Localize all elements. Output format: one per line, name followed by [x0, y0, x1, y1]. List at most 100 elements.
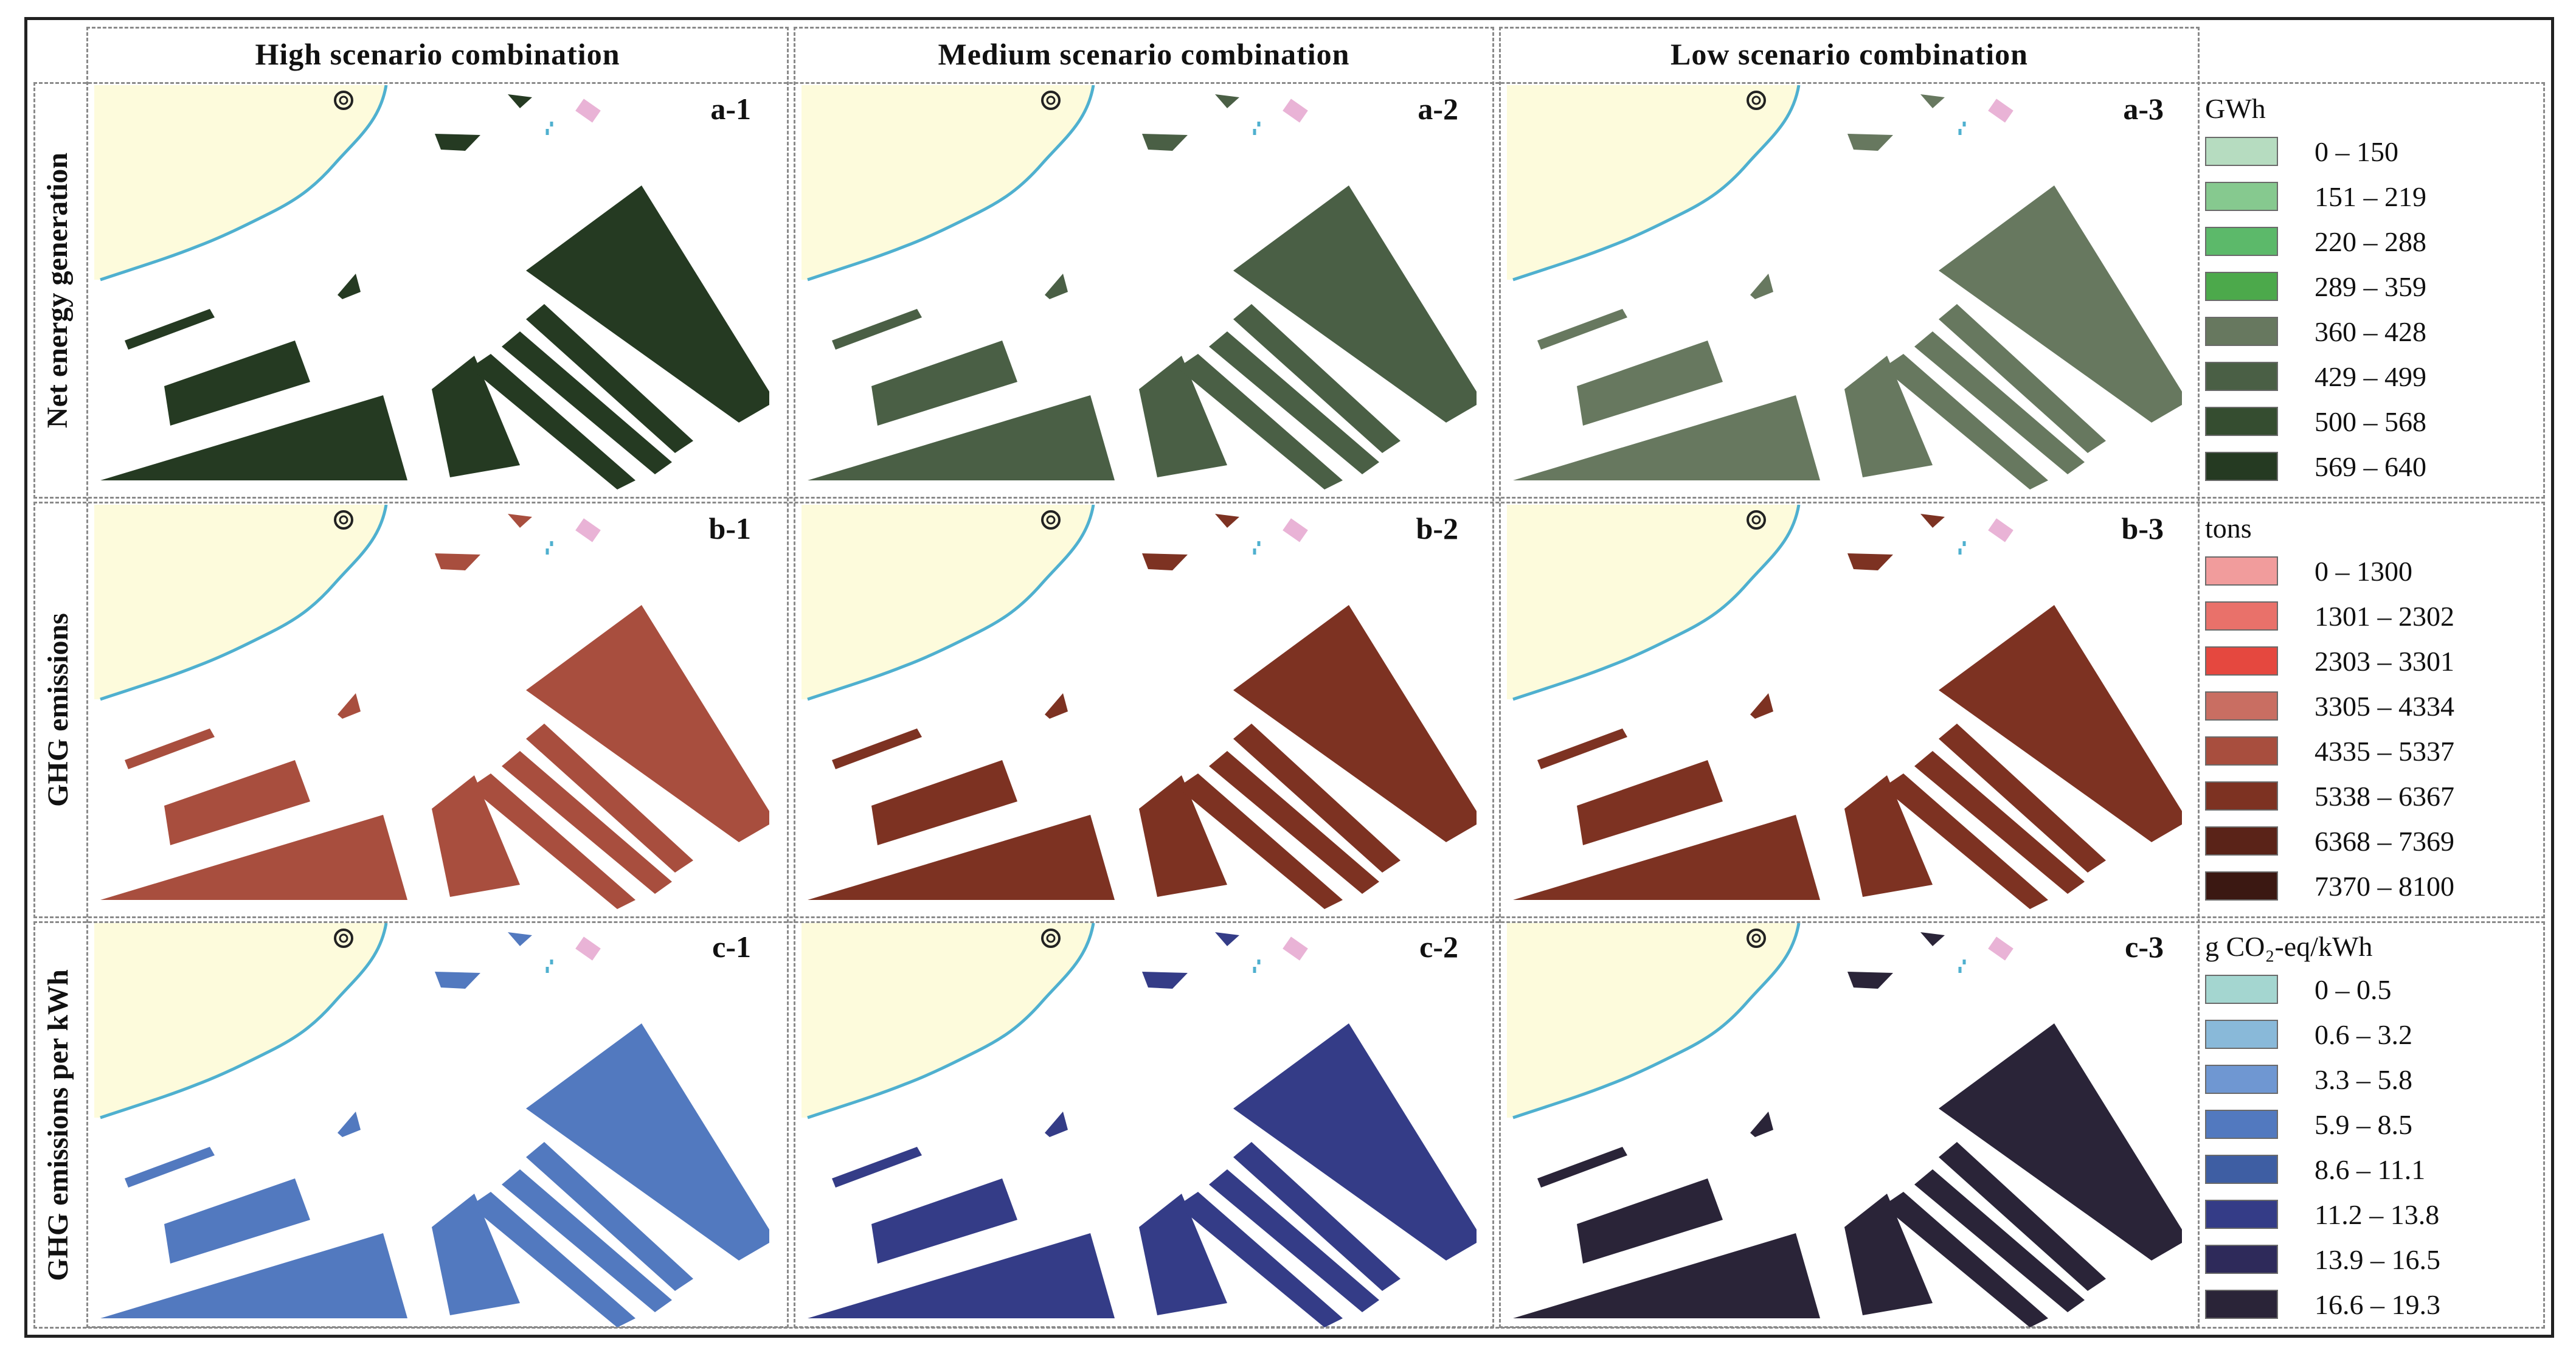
wind-farm-rect-west: [871, 760, 1017, 845]
substation-icon: [575, 99, 601, 123]
port-icon: [1747, 929, 1766, 948]
legend-item: 5338 – 6367: [2201, 773, 2542, 818]
legend-swatch: [2205, 272, 2278, 301]
wind-farm-large-southwest: [808, 1233, 1115, 1318]
legend-swatch: [2205, 1020, 2278, 1049]
buoy-marks: [1253, 960, 1261, 973]
legend-swatch: [2205, 601, 2278, 631]
wind-farm-island-north: [1847, 972, 1893, 989]
coastline: [807, 505, 1095, 701]
port-icon: [334, 929, 353, 948]
buoy-marks: [1958, 122, 1966, 135]
legend-swatch: [2205, 691, 2278, 721]
wind-farm-large-northeast: [526, 1023, 769, 1261]
legend-label: 360 – 428: [2315, 316, 2426, 347]
wind-farm-rect-west: [164, 1178, 310, 1264]
row-box-ghg-per-kwh: [33, 921, 2545, 1329]
map-panel: c-1: [94, 923, 769, 1337]
substation-icon: [575, 518, 601, 542]
wind-farm-small-north: [1215, 932, 1239, 946]
land-area: [1507, 505, 1799, 699]
wind-farm-strip-a: [1177, 1192, 1343, 1327]
map-panel: c-3: [1507, 923, 2182, 1337]
coastline: [100, 505, 388, 701]
wind-farm-thin-west: [125, 309, 215, 350]
land-area: [802, 85, 1093, 280]
coastline: [807, 85, 1095, 282]
port-icon-inner: [1046, 515, 1056, 525]
legend-item: 13.9 – 16.5: [2201, 1237, 2542, 1282]
wind-farm-large-southwest: [100, 1233, 407, 1318]
wind-farm-strip-c: [526, 724, 693, 873]
buoy-marks: [1253, 122, 1261, 135]
legend-item: 4335 – 5337: [2201, 728, 2542, 773]
wind-farm-island-north: [435, 972, 480, 989]
substation-icon: [1283, 99, 1308, 123]
wind-farm-rect-west: [164, 760, 310, 845]
substation-icon: [575, 936, 601, 961]
legend-item: 0 – 150: [2201, 129, 2542, 174]
legend-label: 220 – 288: [2315, 226, 2426, 257]
wind-farm-strip-c: [1233, 1142, 1401, 1291]
legend-swatch: [2205, 1110, 2278, 1139]
wind-farm-small-north: [1215, 514, 1239, 528]
legend-item: 3305 – 4334: [2201, 683, 2542, 728]
map-panel: b-3: [1507, 505, 2182, 918]
legend-label: 13.9 – 16.5: [2315, 1244, 2440, 1275]
map-panel: a-1: [94, 85, 769, 499]
legend-item: 8.6 – 11.1: [2201, 1147, 2542, 1192]
row-label-text: GHG emissions: [41, 613, 74, 807]
column-header-low: Low scenario combination: [1671, 37, 2028, 71]
wind-farm-strip-a: [1883, 773, 2048, 909]
row-box-ghg: [33, 502, 2545, 918]
panel-id: b-1: [708, 511, 751, 545]
wind-farm-strip-a: [1177, 773, 1343, 909]
legend-items: 0 – 1300 1301 – 2302 2303 – 3301 3305 – 433…: [2201, 548, 2542, 908]
land-area: [802, 505, 1093, 699]
legend-item: 2303 – 3301: [2201, 638, 2542, 683]
wind-farm-thin-west: [1537, 1147, 1627, 1188]
wind-farm-south-central: [1844, 356, 1933, 477]
wind-farm-bars-small: [1750, 1112, 1773, 1137]
port-icon: [334, 510, 353, 530]
wind-farm-large-northeast: [526, 605, 769, 842]
map-svg: [94, 85, 769, 489]
legend-swatch: [2205, 137, 2278, 166]
wind-farm-thin-west: [832, 1147, 922, 1188]
wind-farm-rect-west: [1577, 341, 1723, 426]
wind-farm-large-southwest: [808, 395, 1115, 480]
wind-farm-bars-small: [338, 274, 361, 299]
wind-farm-strip-a: [1177, 354, 1343, 489]
legend-item: 289 – 359: [2201, 264, 2542, 309]
map-svg: [802, 923, 1477, 1327]
legend-item: 16.6 – 19.3: [2201, 1282, 2542, 1327]
legend-unit: tons: [2205, 513, 2252, 544]
legend-label: 289 – 359: [2315, 271, 2426, 302]
map-svg: [802, 505, 1477, 909]
port-icon-inner: [1751, 515, 1761, 525]
panel-id: c-3: [2125, 930, 2164, 964]
wind-farm-south-central: [1139, 775, 1227, 897]
map-svg: [802, 85, 1477, 489]
legend-label: 500 – 568: [2315, 406, 2426, 437]
wind-farm-south-central: [432, 1194, 520, 1315]
wind-farm-strip-a: [1883, 354, 2048, 489]
legend-item: 3.3 – 5.8: [2201, 1057, 2542, 1102]
legend-ghg-per-kwh: g CO₂-eq/kWh 0 – 0.5 0.6 – 3.2 3.3 – 5.8 5.…: [2201, 930, 2542, 1327]
land-area: [94, 923, 386, 1118]
legend-swatch: [2205, 1155, 2278, 1184]
land-area: [1507, 923, 1799, 1118]
wind-farm-strip-b: [1209, 331, 1379, 474]
legend-item: 1301 – 2302: [2201, 593, 2542, 638]
map-svg: [94, 505, 769, 909]
legend-swatch: [2205, 407, 2278, 436]
legend-label: 7370 – 8100: [2315, 870, 2454, 902]
wind-farm-rect-west: [1577, 760, 1723, 845]
legend-item: 429 – 499: [2201, 354, 2542, 399]
wind-farm-thin-west: [125, 728, 215, 769]
legend-net-energy: GWh 0 – 150 151 – 219 220 – 288 289 – 359 36…: [2201, 92, 2542, 489]
wind-farm-island-north: [435, 134, 480, 151]
land-area: [94, 85, 386, 280]
wind-farm-island-north: [1142, 972, 1188, 989]
land-area: [94, 505, 386, 699]
